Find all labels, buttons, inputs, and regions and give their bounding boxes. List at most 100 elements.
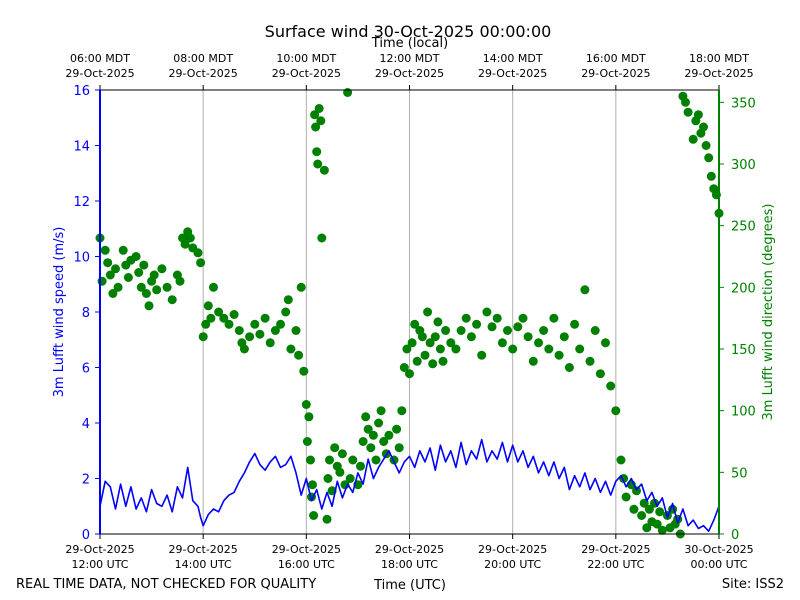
direction-point [428, 359, 438, 369]
direction-point [361, 412, 371, 422]
site-label: Site: ISS2 [722, 577, 784, 592]
direction-point [392, 424, 402, 434]
top-tick-date: 29-Oct-2025 [684, 67, 753, 80]
direction-point [239, 344, 249, 354]
top-tick-date: 29-Oct-2025 [272, 67, 341, 80]
direction-point [410, 319, 420, 329]
direction-point [534, 338, 543, 348]
left-tick-label: 4 [82, 417, 90, 432]
top-tick-time: 16:00 MDT [586, 52, 646, 65]
direction-point [358, 437, 368, 446]
direction-point [544, 344, 554, 354]
bottom-tick-time: 14:00 UTC [175, 558, 232, 571]
direction-point [136, 282, 146, 292]
direction-point [157, 264, 167, 274]
direction-point [103, 258, 113, 268]
right-tick-label: 300 [731, 158, 756, 173]
direction-point [111, 264, 120, 274]
direction-point [250, 319, 260, 329]
bottom-tick-date: 29-Oct-2025 [169, 543, 238, 556]
bottom-tick-date: 29-Oct-2025 [478, 543, 547, 556]
direction-point [405, 369, 414, 379]
direction-point [314, 104, 324, 113]
direction-point [322, 514, 332, 524]
direction-point [528, 356, 538, 366]
left-tick-label: 2 [82, 473, 90, 488]
direction-point [441, 326, 451, 335]
direction-point [234, 326, 244, 335]
direction-point [482, 307, 492, 317]
direction-point [167, 295, 177, 305]
bottom-tick-time: 16:00 UTC [278, 558, 335, 571]
x-axis-label: Time (UTC) [373, 578, 446, 593]
bottom-tick-date: 30-Oct-2025 [684, 543, 753, 556]
direction-point [518, 313, 528, 323]
direction-point [343, 88, 353, 97]
direction-point [616, 455, 626, 465]
direction-point [304, 412, 314, 422]
direction-point [379, 437, 389, 446]
top-axis-label: Time (local) [371, 36, 448, 51]
direction-point [219, 313, 229, 323]
bottom-tick-time: 12:00 UTC [71, 558, 128, 571]
direction-point [203, 301, 213, 311]
top-tick-date: 29-Oct-2025 [581, 67, 650, 80]
direction-point [394, 443, 404, 453]
direction-point [655, 507, 665, 517]
direction-point [310, 110, 320, 120]
right-tick-label: 250 [731, 220, 756, 235]
direction-point [472, 319, 482, 329]
direction-point [209, 282, 218, 292]
left-axis-label: 3m Lufft wind speed (m/s) [52, 227, 67, 398]
direction-point [113, 282, 123, 292]
direction-point [461, 313, 471, 323]
direction-point [642, 523, 652, 533]
bottom-tick-date: 29-Oct-2025 [581, 543, 650, 556]
direction-point [446, 338, 456, 348]
top-tick-time: 08:00 MDT [173, 52, 233, 65]
direction-point [265, 338, 275, 348]
top-tick-date: 29-Oct-2025 [169, 67, 238, 80]
direction-point [503, 326, 512, 335]
direction-point [433, 317, 443, 327]
direction-point [308, 480, 317, 490]
direction-point [402, 344, 412, 354]
direction-point [629, 504, 639, 514]
bottom-tick-time: 20:00 UTC [484, 558, 541, 571]
direction-point [281, 307, 291, 317]
direction-point [688, 134, 698, 144]
direction-point [417, 332, 427, 342]
direction-point [97, 276, 107, 286]
direction-point [513, 322, 523, 332]
direction-point [539, 326, 549, 335]
direction-point [291, 326, 301, 335]
direction-point [180, 239, 190, 249]
direction-point [299, 366, 309, 376]
direction-point [245, 332, 255, 342]
direction-point [196, 258, 206, 268]
direction-point [397, 406, 407, 416]
direction-point [214, 307, 224, 317]
direction-point [595, 369, 605, 379]
direction-point [363, 424, 373, 434]
left-axis: 0 2 4 6 8 10 12 14 16 [73, 84, 100, 543]
bottom-tick-date: 29-Oct-2025 [375, 543, 444, 556]
top-tick-time: 12:00 MDT [380, 52, 440, 65]
direction-point [139, 260, 149, 270]
direction-point [425, 338, 435, 348]
direction-point [229, 310, 239, 319]
direction-point [325, 455, 334, 465]
direction-point [162, 282, 172, 292]
direction-point [144, 301, 154, 311]
right-tick-label: 350 [731, 96, 756, 111]
right-tick-label: 50 [731, 466, 748, 481]
chart-title: Surface wind 30-Oct-2025 00:00:00 [265, 22, 552, 41]
direction-point [345, 474, 355, 483]
direction-point [701, 141, 711, 150]
direction-point [420, 350, 430, 360]
left-tick-label: 6 [82, 362, 90, 377]
top-tick-time: 10:00 MDT [276, 52, 336, 65]
direction-point [201, 319, 211, 329]
direction-point [306, 455, 315, 465]
direction-point [100, 245, 110, 255]
